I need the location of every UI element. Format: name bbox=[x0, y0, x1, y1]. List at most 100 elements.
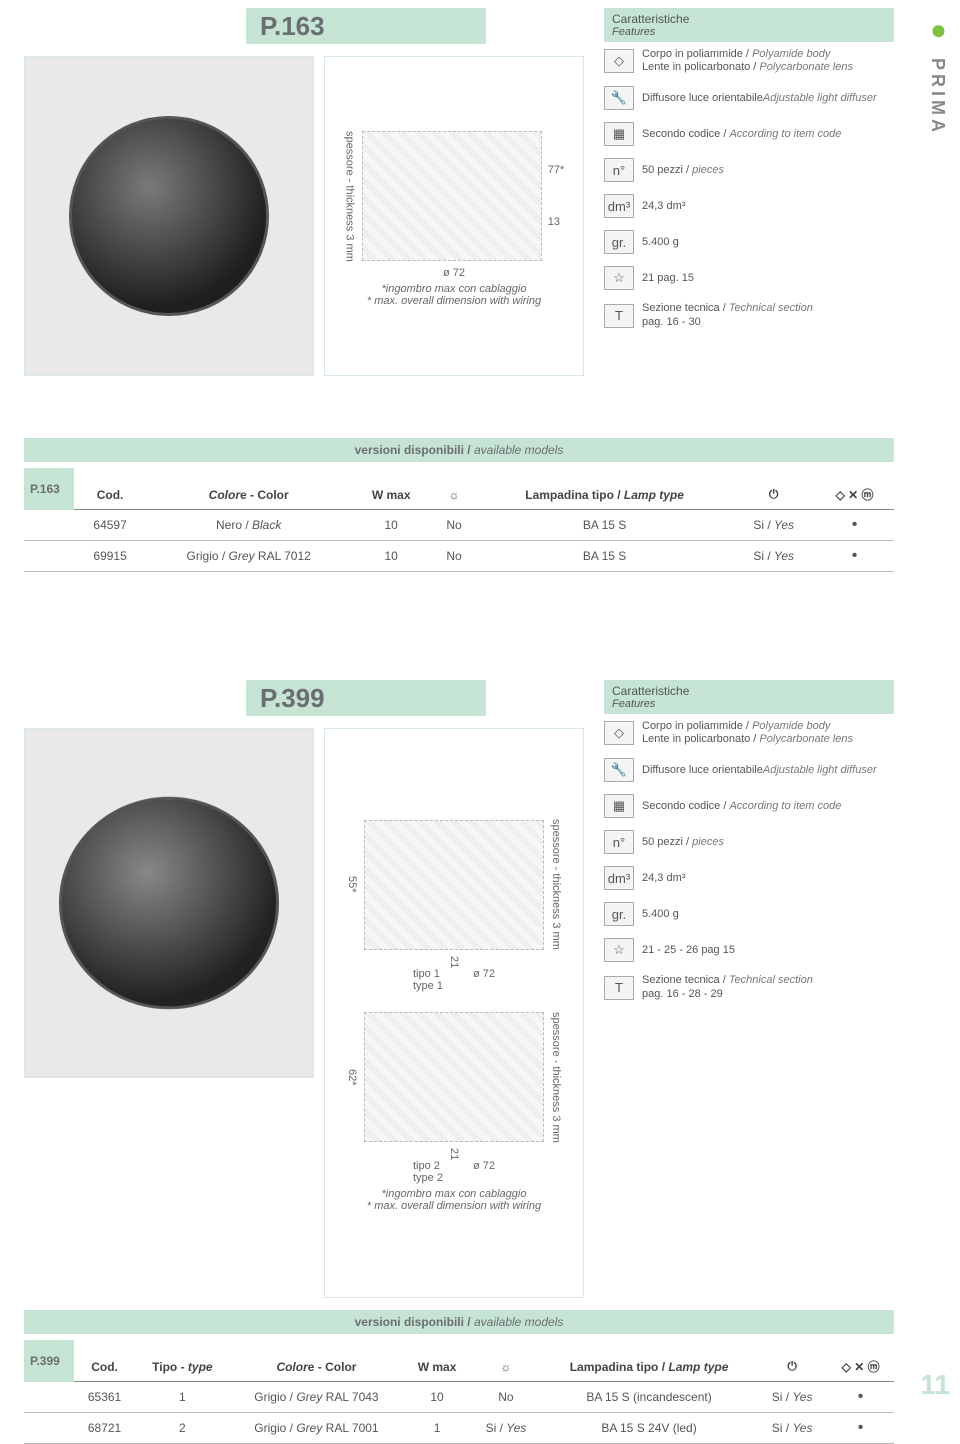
table-cell: 65361 bbox=[74, 1382, 135, 1413]
feature-row: dm³24,3 dm³ bbox=[604, 860, 894, 896]
tipo2-label: tipo 2 type 2 bbox=[413, 1160, 443, 1184]
table-cell: • bbox=[815, 541, 894, 572]
table-header-cell: ◇ ✕ ⓜ bbox=[827, 1352, 894, 1382]
feature-icon: 🔧 bbox=[604, 758, 634, 782]
feature-icon: dm³ bbox=[604, 866, 634, 890]
table-tag: P.399 bbox=[24, 1340, 74, 1382]
feature-row: ◇Corpo in poliammide / Polyamide bodyLen… bbox=[604, 714, 894, 752]
feature-row: n° 50 pezzi / pieces bbox=[604, 824, 894, 860]
tipo1-label: tipo 1 type 1 bbox=[413, 968, 443, 992]
table-header-cell: ◇ ✕ ⓜ bbox=[815, 480, 894, 510]
dim-diameter2: ø 72 bbox=[473, 1160, 495, 1184]
product-photo-icon bbox=[59, 797, 279, 1010]
table-tag: P.163 bbox=[24, 468, 74, 510]
section-p163: P.163 spessore - thickness 3 mm 77* 13 ø… bbox=[24, 8, 894, 44]
avail-it: versioni disponibili / bbox=[355, 443, 474, 457]
table-cell: BA 15 S bbox=[477, 510, 732, 541]
feature-row: ▦Secondo codice / According to item code bbox=[604, 116, 894, 152]
avail-it: versioni disponibili / bbox=[355, 1315, 474, 1329]
table-cell: Grigio / Grey RAL 7001 bbox=[230, 1413, 404, 1444]
avail-en: available models bbox=[474, 1315, 563, 1329]
brand-logo: ● PRIMA bbox=[927, 14, 948, 136]
table-header-cell: Cod. bbox=[74, 480, 146, 510]
feat-head-en: Features bbox=[612, 698, 886, 710]
table-cell: Si / Yes bbox=[732, 541, 815, 572]
note-it: *ingombro max con cablaggio bbox=[367, 283, 541, 295]
thickness-label: spessore - thickness 3 mm bbox=[550, 819, 562, 950]
table-row: 69915Grigio / Grey RAL 701210NoBA 15 SSi… bbox=[24, 541, 894, 572]
feature-row: ▦Secondo codice / According to item code bbox=[604, 788, 894, 824]
page-number: 11 bbox=[920, 1369, 950, 1401]
feature-row: 🔧Diffusore luce orientabileAdjustable li… bbox=[604, 752, 894, 788]
feature-row: gr.5.400 g bbox=[604, 896, 894, 932]
table-cell: BA 15 S bbox=[477, 541, 732, 572]
feature-text: Corpo in poliammide / Polyamide bodyLent… bbox=[642, 48, 853, 74]
feat-head-en: Features bbox=[612, 26, 886, 38]
feature-text: Secondo codice / According to item code bbox=[642, 800, 841, 813]
feature-row: 🔧Diffusore luce orientabileAdjustable li… bbox=[604, 80, 894, 116]
feature-text: 5.400 g bbox=[642, 908, 679, 921]
feature-icon: n° bbox=[604, 830, 634, 854]
dim-diameter: ø 72 bbox=[443, 267, 465, 279]
drawing-p399: 55* spessore - thickness 3 mm 21 tipo 1 … bbox=[324, 728, 584, 1298]
feature-icon: gr. bbox=[604, 230, 634, 254]
section-p399: P.399 55* spessore - thickness 3 mm 21 t… bbox=[24, 680, 894, 716]
table-header-cell: ☼ bbox=[471, 1352, 541, 1382]
feature-row: ☆21 - 25 - 26 pag 15 bbox=[604, 932, 894, 968]
table-cell: 10 bbox=[351, 541, 431, 572]
feature-icon: ◇ bbox=[604, 49, 634, 73]
table-cell: • bbox=[827, 1413, 894, 1444]
feature-row: dm³24,3 dm³ bbox=[604, 188, 894, 224]
table-cell: No bbox=[431, 510, 477, 541]
feature-text: Diffusore luce orientabileAdjustable lig… bbox=[642, 92, 877, 105]
table-cell: • bbox=[815, 510, 894, 541]
table-cell: 69915 bbox=[74, 541, 146, 572]
feature-text: 21 pag. 15 bbox=[642, 272, 694, 285]
feat-head-it: Caratteristiche bbox=[612, 684, 689, 698]
thickness-label2: spessore - thickness 3 mm bbox=[550, 1012, 562, 1143]
feature-text: 50 pezzi / pieces bbox=[642, 164, 724, 177]
table-cell: No bbox=[471, 1382, 541, 1413]
photo-p163 bbox=[24, 56, 314, 376]
table-cell: Grigio / Grey RAL 7043 bbox=[230, 1382, 404, 1413]
product-photo-icon bbox=[69, 116, 269, 316]
features-header: Caratteristiche Features bbox=[604, 8, 894, 42]
table-cell: • bbox=[827, 1382, 894, 1413]
photo-p399 bbox=[24, 728, 314, 1078]
dim-depth2: 21 bbox=[448, 1148, 460, 1160]
table-row: 687212Grigio / Grey RAL 70011Si / YesBA … bbox=[24, 1413, 894, 1444]
table-header-cell: W max bbox=[351, 480, 431, 510]
tech-drawing-icon bbox=[364, 1012, 544, 1142]
feature-row: T Sezione tecnica / Technical sectionpag.… bbox=[604, 296, 894, 334]
feature-row: ☆ 21 pag. 15 bbox=[604, 260, 894, 296]
feature-text: 50 pezzi / pieces bbox=[642, 836, 724, 849]
available-models-bar: versioni disponibili / available models bbox=[24, 1310, 894, 1334]
feature-row: TSezione tecnica / Technical sectionpag.… bbox=[604, 968, 894, 1006]
features-header: Caratteristiche Features bbox=[604, 680, 894, 714]
feature-text: 21 - 25 - 26 pag 15 bbox=[642, 944, 735, 957]
feature-icon: ☆ bbox=[604, 266, 634, 290]
table-p163: P.163 Cod.Colore - ColorW max☼Lampadina … bbox=[24, 468, 894, 572]
features-p399: Caratteristiche Features ◇Corpo in polia… bbox=[604, 680, 894, 1007]
avail-en: available models bbox=[474, 443, 563, 457]
table-header-cell: Cod. bbox=[74, 1352, 135, 1382]
feature-text: Corpo in poliammide / Polyamide bodyLent… bbox=[642, 720, 853, 746]
feature-text: Sezione tecnica / Technical sectionpag. … bbox=[642, 302, 813, 328]
feat-head-it: Caratteristiche bbox=[612, 12, 689, 26]
table-header-cell: Colore - Color bbox=[230, 1352, 404, 1382]
table-header-cell: Colore - Color bbox=[146, 480, 351, 510]
feature-text: 24,3 dm³ bbox=[642, 200, 685, 213]
feature-icon: T bbox=[604, 976, 634, 1000]
brand-text: PRIMA bbox=[928, 58, 948, 136]
table-cell: 10 bbox=[403, 1382, 471, 1413]
table-header-cell: ☼ bbox=[431, 480, 477, 510]
feature-text: 5.400 g bbox=[642, 236, 679, 249]
table-p399: P.399 Cod.Tipo - typeColore - ColorW max… bbox=[24, 1340, 894, 1444]
table-cell: 64597 bbox=[74, 510, 146, 541]
table-cell: 2 bbox=[135, 1413, 230, 1444]
feature-icon: T bbox=[604, 304, 634, 328]
table-cell: BA 15 S 24V (led) bbox=[541, 1413, 757, 1444]
table-row: 653611Grigio / Grey RAL 704310NoBA 15 S … bbox=[24, 1382, 894, 1413]
table-cell: BA 15 S (incandescent) bbox=[541, 1382, 757, 1413]
dim-height: 77* bbox=[548, 164, 565, 176]
